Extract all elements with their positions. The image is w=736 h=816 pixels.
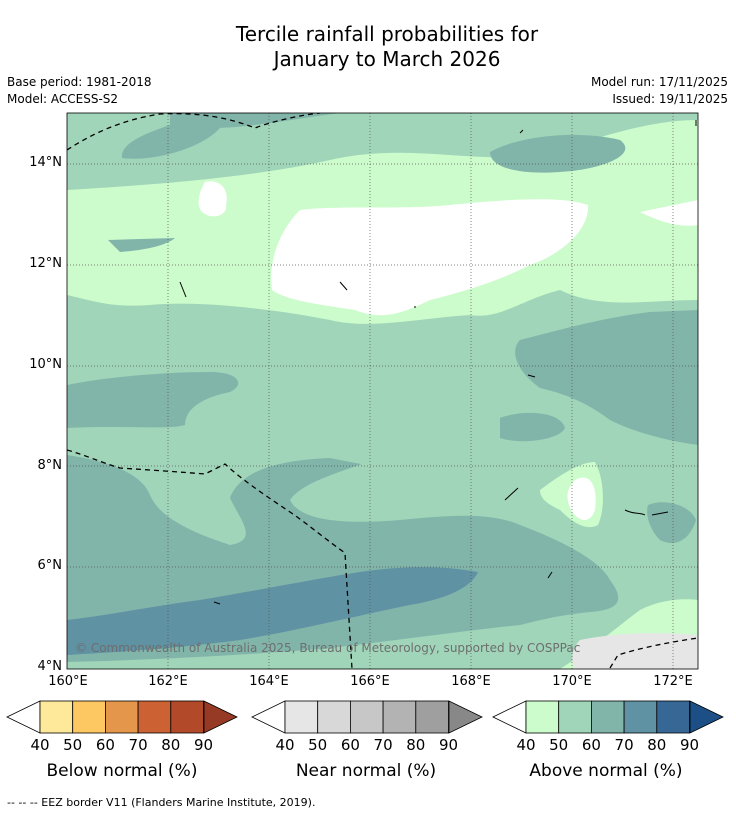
gridlines [67,113,698,669]
lon-label-160: 160°E [48,674,88,689]
tick: 40 [275,736,295,754]
zone-above-70-80 [67,567,478,655]
legend-swatch [591,700,625,734]
lon-label-172: 172°E [653,674,693,689]
legend-swatch [170,700,204,734]
chart-title: Tercile rainfall probabilities for Janua… [0,22,736,72]
lon-label-164: 164°E [249,674,289,689]
legend-above-arrow-low [492,700,527,734]
zone-above-60-70-sliver [108,238,175,252]
tick: 50 [63,736,83,754]
islands [179,120,697,605]
legend-below-arrow-high [203,700,238,734]
zone-above-60-70-spot [500,412,565,442]
tick: 90 [193,736,214,754]
tick: 60 [340,736,360,754]
legend-swatch [382,700,417,734]
zone-white-east [640,200,698,226]
tick: 80 [161,736,181,754]
zone-above-60-70-top [67,113,340,159]
legend-below-bar [6,700,238,734]
issued-date: Issued: 19/11/2025 [612,92,728,106]
legend-near-title: Near normal (%) [295,761,437,781]
lat-label-8: 8°N [37,458,63,473]
tick: 50 [549,736,569,754]
legend-swatch [525,700,560,734]
meta-left: Base period: 1981-2018 Model: ACCESS-S2 [7,74,152,108]
tick: 70 [128,736,148,754]
tick: 80 [647,736,667,754]
zone-above-60-70-midwest [67,372,239,428]
map-fill [67,113,698,669]
lon-label-168: 168°E [451,674,491,689]
lat-label-6: 6°N [37,558,63,573]
legend-swatch [415,700,449,734]
tick: 60 [581,736,601,754]
title-line-2: January to March 2026 [273,47,501,71]
model-run: Model run: 17/11/2025 [590,75,728,89]
lat-label-10: 10°N [29,357,62,372]
eez-footnote: -- -- -- EEZ border V11 (Flanders Marine… [7,796,316,809]
tick: 70 [614,736,634,754]
eez-borders [67,113,698,669]
legend-swatch [623,700,658,734]
legend-near-arrow-high [448,700,483,734]
tick: 40 [516,736,536,754]
legend-near-bar [251,700,483,734]
tick: 50 [308,736,328,754]
tick: 90 [679,736,700,754]
map-frame [66,112,699,670]
lon-label-162: 162°E [148,674,188,689]
meta-right: Model run: 17/11/2025 Issued: 19/11/2025 [591,74,728,108]
legend-above-arrow-high [689,700,724,734]
tick: 60 [95,736,115,754]
tick: 80 [406,736,426,754]
legend-swatch [558,700,592,734]
tick: 70 [373,736,393,754]
base-period: Base period: 1981-2018 [7,75,152,89]
title-line-1: Tercile rainfall probabilities for [235,22,539,46]
legend-near-arrow-low [251,700,286,734]
legend-above-title: Above normal (%) [529,761,683,781]
legend-swatch [39,700,74,734]
zone-white-pocket [567,477,596,520]
legend-below-title: Below normal (%) [46,761,198,781]
lon-label-166: 166°E [350,674,390,689]
zone-above-60-70-se [647,502,696,544]
legend-swatch [105,700,139,734]
zone-above-60-70-ne [490,134,626,173]
copyright-text: © Commonwealth of Australia 2025, Bureau… [75,641,581,655]
zone-white-small [198,181,227,217]
tick: 90 [438,736,459,754]
legend-swatch [72,700,106,734]
zone-above-60-70-east [515,310,698,445]
model-name: Model: ACCESS-S2 [7,92,119,106]
legend-swatch [317,700,351,734]
legend-swatch [656,700,690,734]
zone-near-40-50 [572,633,698,669]
lat-label-14: 14°N [29,155,62,170]
zone-white-central [271,199,589,316]
legend-swatch [284,700,319,734]
lat-label-12: 12°N [29,256,62,271]
legend-above-bar [492,700,724,734]
legend-swatch [137,700,172,734]
tick: 40 [30,736,50,754]
lon-label-170: 170°E [552,674,592,689]
legend-swatch [350,700,384,734]
lat-label-4: 4°N [37,659,63,674]
legend-below-arrow-low [6,700,41,734]
